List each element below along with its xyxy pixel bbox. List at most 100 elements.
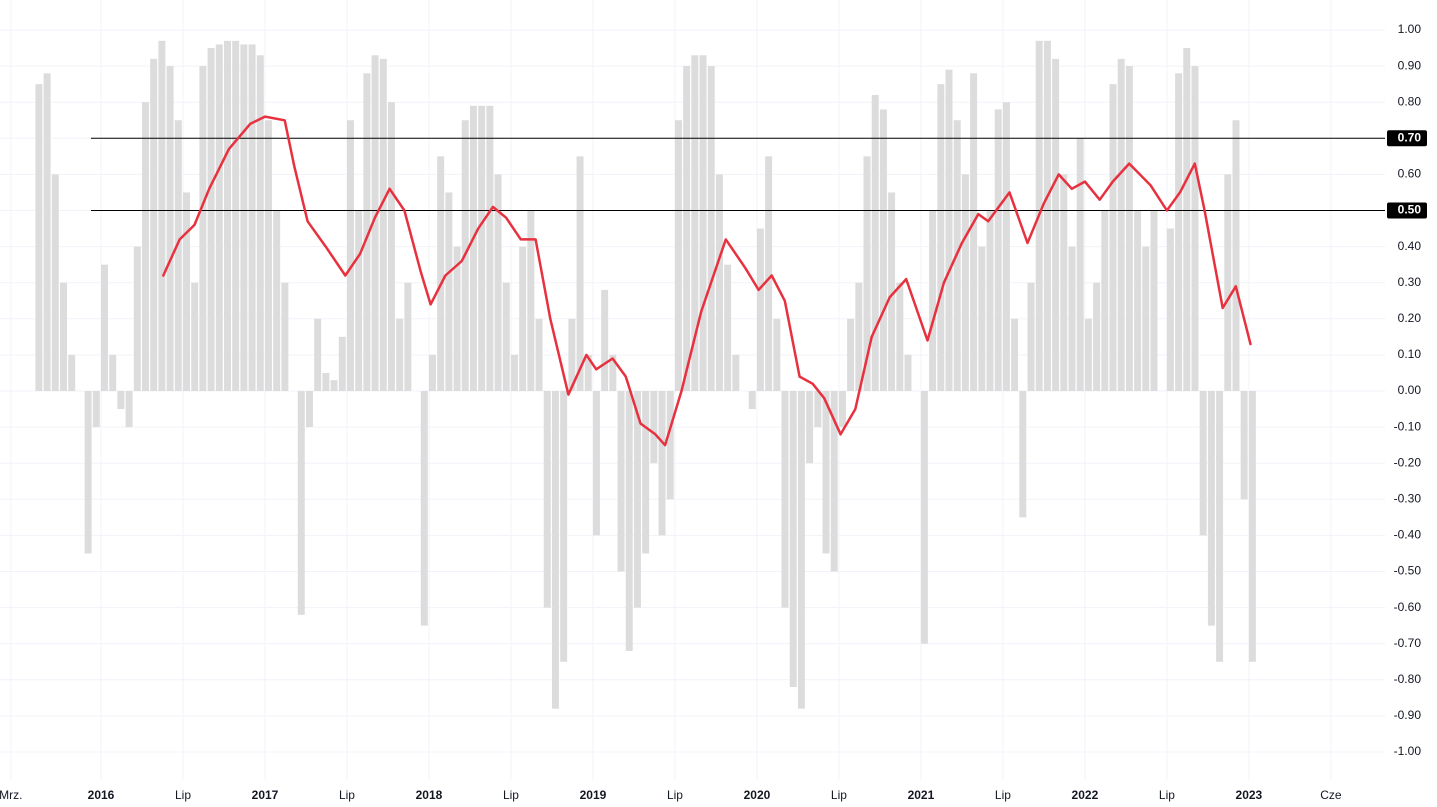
y-tick-label: -0.50 — [1394, 564, 1422, 578]
bar — [814, 391, 822, 428]
x-tick-label: Lip — [1159, 788, 1175, 802]
bar — [478, 105, 486, 391]
bar — [642, 391, 650, 554]
bar — [248, 44, 256, 391]
x-tick-label: Lip — [339, 788, 355, 802]
bar — [420, 391, 428, 626]
x-tick-label: 2023 — [1236, 788, 1263, 802]
x-tick-label: 2018 — [416, 788, 443, 802]
bar — [330, 380, 338, 391]
bar — [838, 391, 846, 428]
bar — [732, 354, 740, 391]
price-label: 0.70 — [1398, 130, 1422, 144]
bar — [224, 40, 231, 391]
bar — [756, 228, 764, 391]
x-tick-label: Lip — [831, 788, 847, 802]
bar — [806, 391, 814, 464]
bar — [789, 391, 797, 688]
bar — [551, 391, 559, 709]
bar — [43, 73, 51, 391]
price-label-box — [1387, 130, 1427, 147]
bar — [568, 318, 576, 391]
bar — [765, 156, 773, 391]
bar — [207, 48, 215, 392]
y-tick-label: -0.30 — [1394, 491, 1422, 505]
bar — [543, 391, 551, 608]
bar — [281, 282, 289, 391]
bar — [273, 210, 281, 391]
bar — [1216, 391, 1224, 662]
bar — [1052, 58, 1060, 391]
bar — [920, 391, 928, 644]
bar — [781, 391, 789, 608]
bar — [371, 55, 379, 392]
bar — [355, 210, 363, 391]
bar — [715, 174, 723, 391]
x-tick-label: Lip — [175, 788, 191, 802]
x-tick-label: Lip — [503, 788, 519, 802]
bar — [256, 55, 264, 392]
y-tick-label: -0.10 — [1394, 419, 1422, 433]
bar — [109, 354, 117, 391]
y-tick-label: -0.70 — [1394, 636, 1422, 650]
bar — [674, 120, 682, 391]
x-tick-label: Cze — [1320, 788, 1342, 802]
bar — [879, 109, 887, 392]
y-tick-label: 0.40 — [1398, 239, 1422, 253]
x-tick-label: 2016 — [88, 788, 115, 802]
bar — [1101, 210, 1109, 391]
x-tick-label: Lip — [667, 788, 683, 802]
bar — [264, 120, 272, 391]
y-tick-label: 0.20 — [1398, 311, 1422, 325]
bar — [133, 246, 141, 391]
bar — [847, 318, 855, 391]
bar — [453, 246, 461, 391]
bar — [683, 66, 691, 391]
bar — [117, 391, 125, 410]
bar — [527, 210, 535, 391]
bar — [994, 109, 1002, 392]
bar — [625, 391, 633, 651]
bar — [199, 66, 207, 391]
bar — [773, 318, 781, 391]
bar — [986, 210, 994, 391]
bar — [609, 354, 617, 391]
bar — [232, 40, 240, 391]
bar — [1199, 391, 1207, 536]
bar — [215, 44, 223, 391]
y-tick-label: -0.60 — [1394, 600, 1422, 614]
bar — [1191, 66, 1199, 391]
bar — [617, 391, 625, 572]
bar — [978, 246, 986, 391]
bar — [535, 318, 543, 391]
bar — [1134, 210, 1142, 391]
bar — [445, 192, 453, 391]
bar — [1125, 66, 1133, 391]
bar — [1117, 58, 1125, 391]
bar — [35, 84, 43, 392]
bar — [379, 58, 387, 391]
bar — [970, 73, 978, 391]
bar — [174, 120, 182, 391]
bar — [142, 102, 149, 391]
bar — [191, 282, 199, 391]
bar — [1002, 102, 1010, 391]
bar — [863, 156, 871, 391]
bar — [396, 318, 404, 391]
bar — [748, 391, 756, 410]
bar — [305, 391, 313, 428]
bar — [314, 318, 322, 391]
bar — [1068, 246, 1076, 391]
bar — [633, 391, 641, 608]
y-tick-label: 0.60 — [1398, 167, 1422, 181]
y-tick-label: 0.80 — [1398, 94, 1422, 108]
bar — [724, 264, 732, 391]
y-tick-label: -0.40 — [1394, 528, 1422, 542]
bar — [1076, 138, 1084, 391]
bar — [494, 174, 502, 391]
bar — [68, 354, 76, 391]
bar — [51, 174, 59, 391]
bar — [584, 354, 592, 391]
bar — [560, 391, 568, 662]
